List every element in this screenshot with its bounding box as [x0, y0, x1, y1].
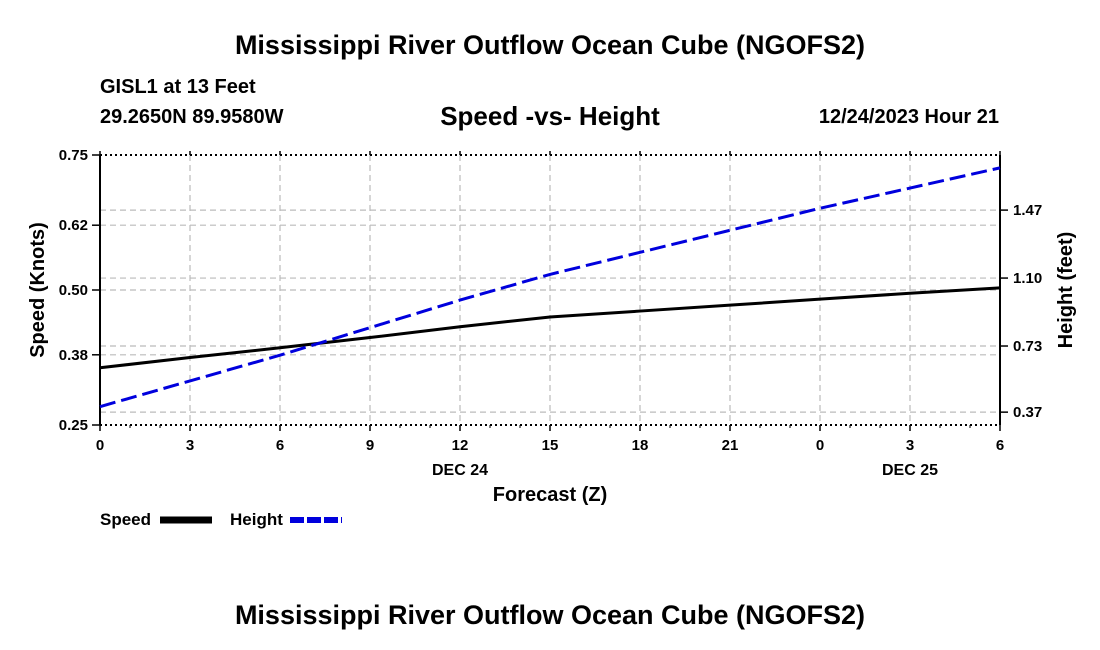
chart-title: Speed -vs- Height — [440, 101, 660, 131]
station-coordinates: 29.2650N 89.9580W — [100, 106, 284, 128]
y-tick-label: 0.25 — [59, 417, 88, 434]
ticks — [92, 151, 1008, 431]
x-axis-label: Forecast (Z) — [493, 484, 607, 506]
x-tick-label: 0 — [816, 437, 824, 454]
x-tick-label: 12 — [452, 437, 469, 454]
series — [99, 166, 1001, 409]
y-tick-label: 0.75 — [59, 147, 88, 164]
series-line-height — [99, 166, 1001, 409]
x-date-label: DEC 24 — [432, 462, 488, 479]
y2-tick-label: 1.47 — [1013, 202, 1042, 219]
x-tick-label: 15 — [542, 437, 559, 454]
tick-labels: 0 3 6 9 12 15 18 21 0 3 6 DEC 24 DEC 25 0.25 0.38 0.50 0… — [59, 147, 1042, 479]
x-tick-label: 6 — [996, 437, 1004, 454]
y-tick-label: 0.50 — [59, 282, 88, 299]
x-date-label: DEC 25 — [882, 462, 938, 479]
series-line-speed — [99, 286, 1001, 370]
x-tick-label: 18 — [632, 437, 649, 454]
y-axis-label: Speed (Knots) — [27, 222, 49, 358]
y-tick-label: 0.38 — [59, 347, 88, 364]
legend-speed-label: Speed — [100, 510, 152, 529]
y2-axis-label: Height (feet) — [1055, 232, 1077, 349]
x-tick-label: 3 — [186, 437, 194, 454]
y2-tick-label: 1.10 — [1013, 270, 1042, 287]
legend-height-swatch — [290, 517, 342, 523]
x-tick-label: 9 — [366, 437, 374, 454]
page-title: Mississippi River Outflow Ocean Cube (NG… — [234, 30, 866, 60]
grid — [100, 155, 1000, 425]
x-tick-label: 6 — [276, 437, 284, 454]
forecast-datetime: 12/24/2023 Hour 21 — [818, 106, 999, 128]
y2-tick-label: 0.37 — [1013, 404, 1042, 421]
x-tick-label: 0 — [96, 437, 104, 454]
station-label: GISL1 at 13 Feet — [100, 76, 256, 98]
x-tick-label: 21 — [722, 437, 739, 454]
legend-speed-swatch — [160, 516, 212, 524]
x-tick-label: 3 — [906, 437, 914, 454]
legend-height-label: Height — [230, 510, 283, 529]
page-title-repeat: Mississippi River Outflow Ocean Cube (NG… — [234, 600, 866, 630]
y2-tick-label: 0.73 — [1013, 338, 1042, 355]
y-tick-label: 0.62 — [59, 217, 88, 234]
